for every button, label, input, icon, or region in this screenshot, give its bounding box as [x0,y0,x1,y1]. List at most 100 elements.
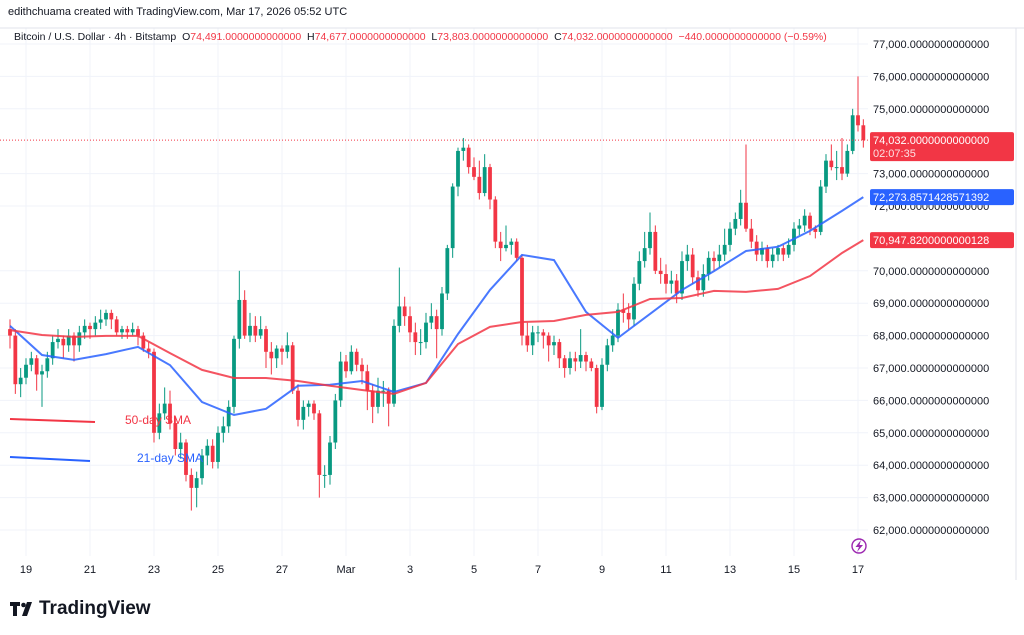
candle [781,244,786,262]
candle-body [184,442,188,475]
symbol-legend: Bitcoin / U.S. Dollar · 4h · Bitstamp O7… [14,31,827,43]
candle-body [418,342,423,344]
candle [754,235,759,262]
candle [498,231,503,262]
candle [818,180,823,236]
candle-body [114,319,119,333]
candle-body [786,244,791,255]
candle [264,325,268,368]
candle-body [605,345,610,365]
candle-body [88,325,92,330]
candle-body [258,329,263,336]
candle [642,231,647,268]
candle [557,338,562,368]
candle [440,287,444,336]
candle [93,316,98,336]
candle [226,400,231,433]
candle-body [829,160,834,168]
candle [493,196,498,249]
tradingview-logo[interactable]: TradingView [10,598,151,620]
candle-body [360,364,364,372]
candle-body [733,218,738,229]
candle-body [861,125,866,141]
sma-21-annotation: 21-day SMA [137,451,203,465]
y-axis-label: 68,000.0000000000000 [873,331,989,343]
candle-body [477,176,482,194]
candle-body [77,332,82,346]
y-axis-label: 73,000.0000000000000 [873,169,989,181]
candle [552,335,556,356]
candle [850,108,855,155]
candle-body [594,368,599,407]
candle-body [557,342,562,359]
last-price-tag-countdown: 02:07:35 [873,148,916,160]
candle [344,355,348,378]
candle-body [573,358,578,362]
y-axis-label: 77,000.0000000000000 [873,39,989,51]
x-axis-label: 25 [212,564,224,576]
x-axis-label: 7 [535,564,541,576]
candle [178,432,183,459]
candle-body [445,248,450,294]
candle [274,345,279,368]
candle-body [152,351,156,433]
candle [360,358,364,385]
candle-body [130,329,135,333]
candle-body [669,280,674,284]
candle [269,342,274,375]
candle-body [738,202,743,219]
candle-body [680,261,684,294]
candle [317,410,322,498]
sma-50-price-tag-bg [870,232,1014,249]
lightning-icon-ring [851,538,867,554]
candle [397,267,402,333]
y-axis-label: 66,000.0000000000000 [873,395,989,407]
candle-body [728,228,732,245]
candle-body [466,147,471,168]
candle-body [322,474,327,476]
candle-body [392,325,396,404]
candle-body [274,348,279,359]
y-axis-label: 69,000.0000000000000 [873,298,989,310]
candle [770,248,775,268]
change-value: −440.0000000000000 (−0.59%) [678,31,827,43]
candle-body [376,390,380,407]
candle-body [834,167,839,169]
candle [40,364,44,407]
candle-body [813,228,818,232]
candle-body [722,244,727,255]
candle-body [328,442,332,475]
candle-body [226,406,231,427]
candle-body [578,355,583,362]
candle [712,251,716,271]
x-axis-label: 27 [276,564,288,576]
y-axis-label: 65,000.0000000000000 [873,428,989,440]
candle-body [765,248,770,262]
candle [290,342,295,394]
candle [221,416,226,443]
candle-body [269,351,274,359]
candle [616,303,620,343]
candle-body [104,312,108,320]
candle-body [818,186,823,232]
candle [749,218,754,249]
candle-body [781,248,786,255]
y-axis-label: 64,000.0000000000000 [873,460,989,472]
candle-body [456,150,460,187]
candle [680,251,684,300]
candle-body [205,445,210,456]
candle-body [397,306,402,326]
candle-body [232,338,236,407]
candle-body [621,309,626,313]
candle [381,380,386,407]
candle-body [797,225,802,229]
lightning-icon[interactable] [851,538,867,554]
candle-body [856,115,860,126]
candle [573,351,578,372]
candle-body [168,403,172,424]
candle [210,439,215,469]
candle-body [40,371,44,375]
y-axis-label: 75,000.0000000000000 [873,104,989,116]
candle-body [402,306,407,317]
